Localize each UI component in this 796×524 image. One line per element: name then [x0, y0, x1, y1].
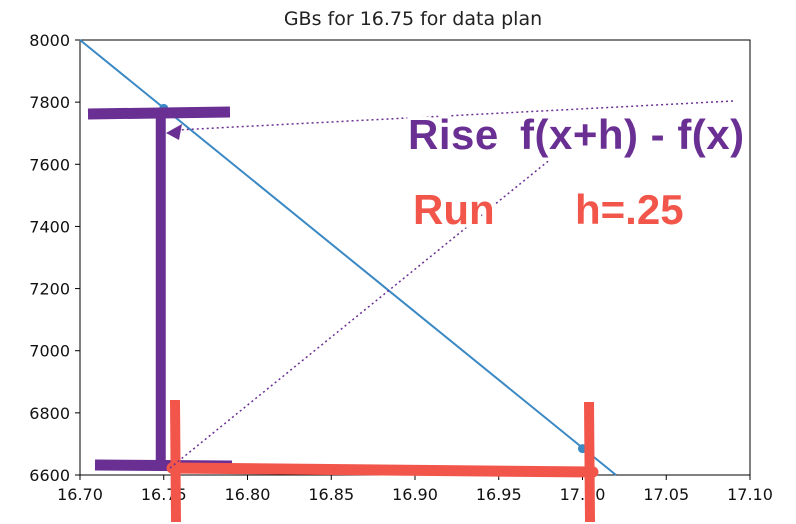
- rise-label: Rise: [408, 111, 499, 158]
- y-tick-label: 6800: [29, 404, 70, 423]
- run-value: h=.25: [575, 186, 684, 233]
- rise-pointer-arrowhead: [166, 124, 182, 140]
- rise-bracket-top: [87, 106, 231, 120]
- chart-title: GBs for 16.75 for data plan: [284, 8, 542, 30]
- x-tick-label: 16.95: [476, 485, 522, 504]
- x-tick-label: 17.00: [560, 485, 606, 504]
- y-tick-label: 7800: [29, 93, 70, 112]
- run-pointer-dotted: [169, 157, 553, 469]
- axis-ticks: 16.70 16.75 16.80 16.85 16.90 16.95 17.00 17.05…: [29, 31, 773, 504]
- run-bracket-left: [170, 399, 181, 523]
- y-tick-label: 7200: [29, 280, 70, 299]
- x-tick-label: 16.80: [225, 485, 271, 504]
- y-tick-label: 7400: [29, 217, 70, 236]
- x-tick-label: 16.90: [392, 485, 438, 504]
- y-tick-label: 6600: [29, 466, 70, 485]
- y-tick-label: 8000: [29, 31, 70, 50]
- run-bracket-right: [584, 401, 595, 523]
- run-line: [166, 462, 599, 478]
- rise-formula: f(x+h) - f(x): [520, 111, 745, 158]
- annotation-layer: [87, 100, 734, 523]
- x-tick-label: 17.05: [643, 485, 689, 504]
- y-tick-label: 7600: [29, 155, 70, 174]
- x-tick-label: 17.10: [727, 485, 773, 504]
- y-tick-label: 7000: [29, 342, 70, 361]
- x-tick-label: 16.85: [308, 485, 354, 504]
- x-tick-label: 16.70: [57, 485, 103, 504]
- run-label: Run: [413, 186, 495, 233]
